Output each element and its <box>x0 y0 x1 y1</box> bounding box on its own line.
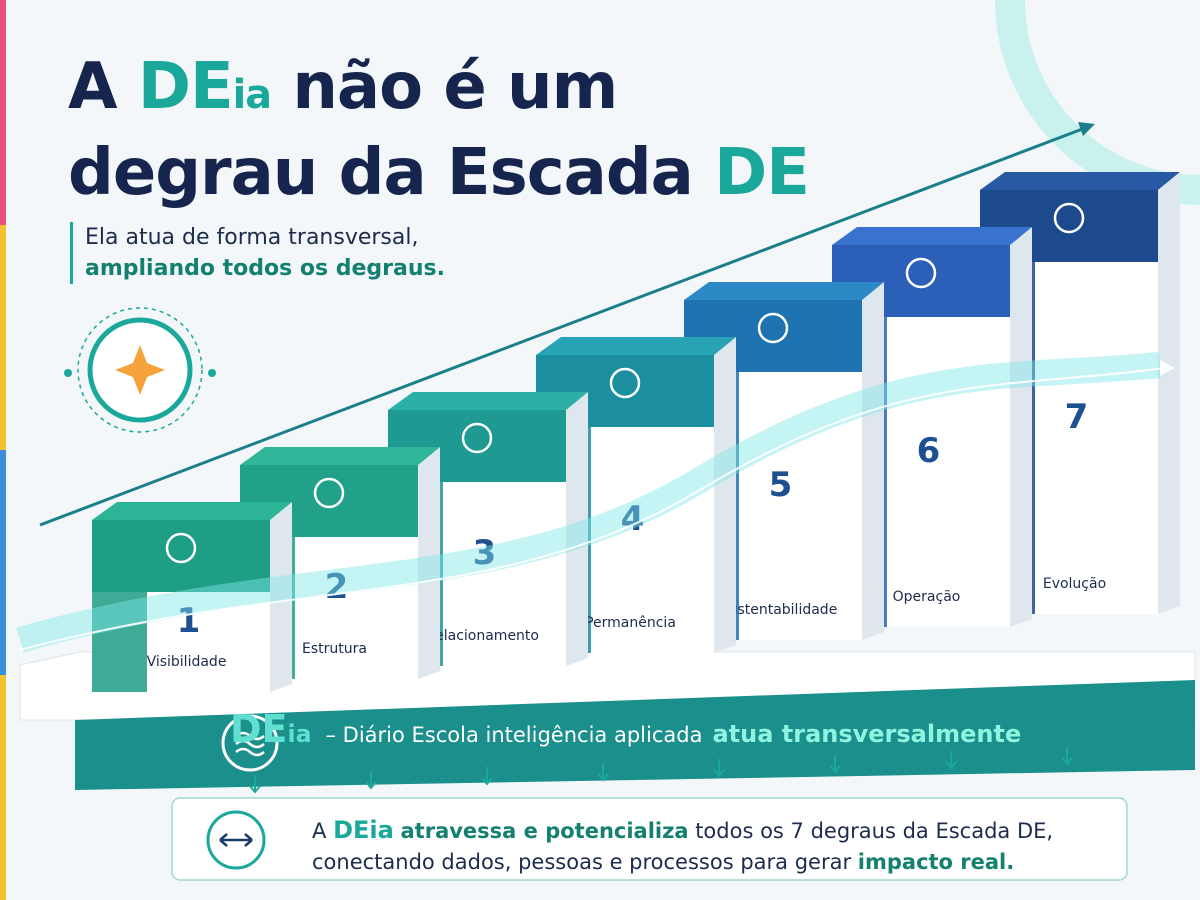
edge-stripe <box>0 0 6 225</box>
step-label: Visibilidade <box>147 654 227 670</box>
step-label: Permanência <box>585 615 676 631</box>
block-front <box>591 427 714 653</box>
footer-box <box>171 797 1128 881</box>
block-top <box>832 227 1032 245</box>
footer-text: A DEia atravessa e potencializa todos os… <box>312 815 1053 878</box>
step-icon <box>461 422 493 454</box>
wave-band <box>16 352 1162 653</box>
banner-band <box>75 680 1195 790</box>
block-front <box>739 372 862 640</box>
growth-line <box>39 126 1086 527</box>
banner-icon <box>221 714 279 772</box>
subtitle: Ela atua de forma transversal, ampliando … <box>70 222 445 284</box>
step-number: 7 <box>1065 397 1089 437</box>
title-text: A <box>68 50 118 124</box>
block-side <box>566 392 588 666</box>
down-arrow <box>945 751 957 770</box>
footer-emphasis: atravessa e potencializa <box>400 819 689 843</box>
banner-highlight: atua transversalmente <box>712 720 1022 748</box>
dot <box>208 369 216 377</box>
block-top <box>92 502 292 520</box>
step-number: 6 <box>917 431 941 471</box>
footer-line: conectando dados, pessoas e processos pa… <box>312 847 1053 878</box>
step-number: 5 <box>769 465 793 505</box>
down-arrow <box>481 767 493 786</box>
growth-arrowhead <box>1078 122 1095 136</box>
footer-word: todos os 7 degraus da Escada DE, <box>695 819 1054 843</box>
down-arrow <box>597 763 609 782</box>
block-front <box>887 317 1010 627</box>
banner-desc: – Diário Escola inteligência aplicada <box>325 723 703 747</box>
block-side <box>714 337 736 653</box>
block-front <box>147 592 270 692</box>
down-arrow <box>829 755 841 774</box>
dot <box>64 369 72 377</box>
step-icon <box>1053 202 1085 234</box>
subtitle-emphasis: ampliando todos os degraus. <box>85 256 445 281</box>
subtitle-line: Ela atua de forma transversal, <box>85 225 419 250</box>
wave-line <box>19 367 1166 651</box>
block-side <box>418 447 440 679</box>
icon-ring <box>77 307 203 433</box>
block-front <box>1035 262 1158 614</box>
block-cap <box>92 520 270 592</box>
brand-ia: ia <box>287 720 312 748</box>
step-icon <box>313 477 345 509</box>
step-label: Evolução <box>1043 576 1106 592</box>
step-number: 1 <box>177 601 201 641</box>
title-accent: DE <box>714 136 810 210</box>
footer-emphasis: impacto real. <box>857 850 1015 874</box>
step-label: Estrutura <box>302 641 367 657</box>
footer-line: A DEia atravessa e potencializa todos os… <box>312 815 1053 847</box>
block-top <box>980 172 1180 190</box>
brand-de: DE <box>230 707 288 751</box>
edge-stripe <box>0 225 6 450</box>
down-arrow <box>1061 747 1073 766</box>
wave-arrowhead <box>1160 360 1175 376</box>
block-side <box>1158 172 1180 614</box>
block-top <box>684 282 884 300</box>
step-label: Sustentabilidade <box>720 602 838 618</box>
step-label: Relacionamento <box>426 628 539 644</box>
block-top <box>240 447 440 465</box>
block-side <box>862 282 884 640</box>
title-text: degrau da Escada <box>68 136 694 210</box>
footer-word: A <box>312 819 327 843</box>
arrows-icon <box>219 833 253 847</box>
wave-icon <box>235 731 265 757</box>
title-text: não é um <box>292 50 618 124</box>
brand-ia: ia <box>232 72 272 118</box>
banner-text: DEia – Diário Escola inteligência aplicad… <box>230 707 1021 751</box>
brand-ia: ia <box>369 816 394 844</box>
brand-de: DE <box>137 50 234 124</box>
step-icon <box>609 367 641 399</box>
edge-stripe <box>0 675 6 900</box>
step-icon <box>905 257 937 289</box>
step-icon <box>165 532 197 564</box>
edge-stripe <box>0 450 6 675</box>
block-top <box>536 337 736 355</box>
spark-icon <box>115 345 165 395</box>
step-icon <box>757 312 789 344</box>
block-side <box>1010 227 1032 627</box>
footer-icon <box>206 810 266 870</box>
block-side <box>270 502 292 692</box>
step-number: 3 <box>473 533 497 573</box>
block-left <box>92 592 147 692</box>
footer-word: conectando dados, pessoas e processos pa… <box>312 850 852 874</box>
down-arrow <box>249 775 261 794</box>
headline: A DEia não é um degrau da Escada DE <box>68 48 810 212</box>
down-arrow <box>365 771 377 790</box>
step-number: 4 <box>621 499 645 539</box>
banner-brand: DEia <box>230 707 311 751</box>
step-label: Operação <box>893 589 961 605</box>
block-top <box>388 392 588 410</box>
step-number: 2 <box>325 567 349 607</box>
down-arrow <box>713 759 725 778</box>
brand-de: DE <box>333 816 370 844</box>
corner-arc <box>995 0 1200 205</box>
block-front <box>295 537 418 679</box>
